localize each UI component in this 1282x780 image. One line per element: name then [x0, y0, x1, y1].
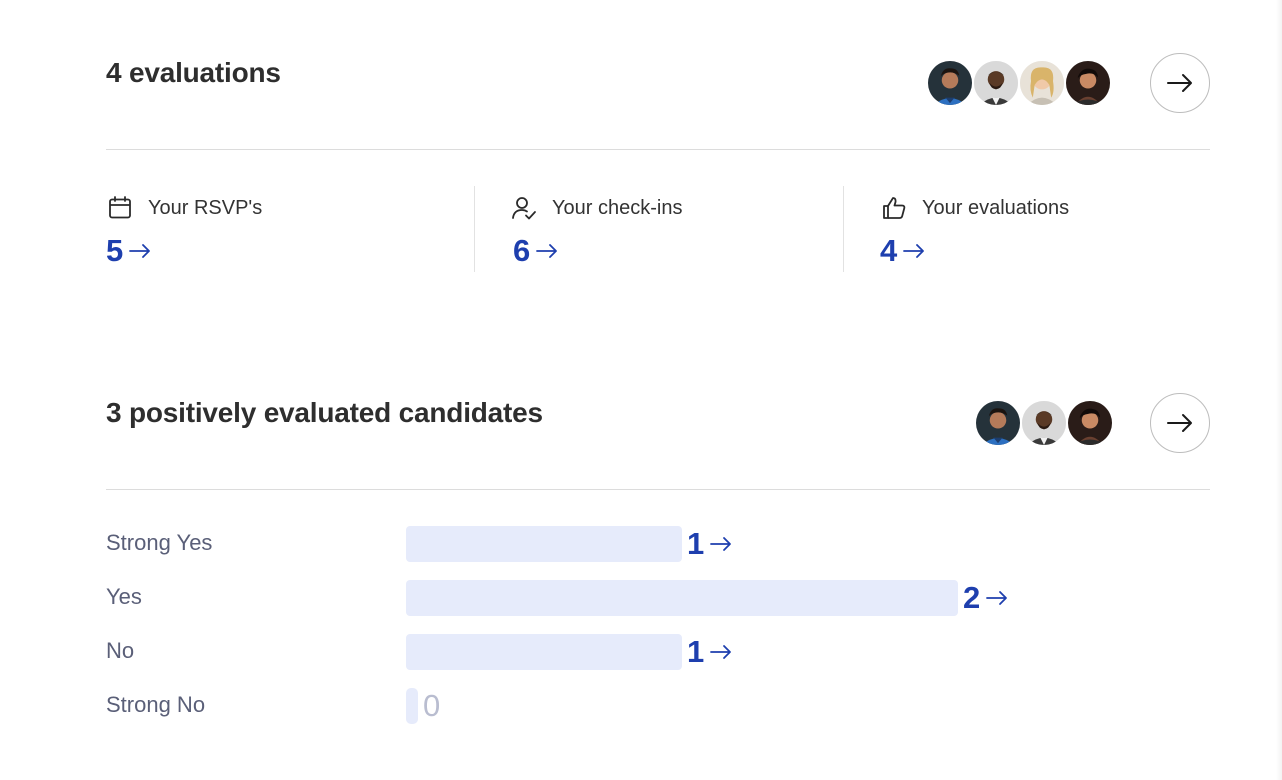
arrow-right-icon	[986, 590, 1008, 606]
stats-row: Your RSVP's 5 Your check-ins 6	[106, 186, 1210, 272]
check-ins-link[interactable]: 6	[513, 234, 558, 268]
distribution-count: 0	[423, 688, 441, 723]
distribution-count: 1	[687, 634, 705, 669]
distribution-count-link[interactable]: 1	[687, 634, 732, 670]
stat-label: Your RSVP's	[148, 196, 263, 219]
avatar	[974, 399, 1022, 447]
open-evaluations-button[interactable]	[1150, 53, 1210, 113]
distribution-row: No 1	[106, 634, 1210, 670]
distribution-bar	[406, 526, 682, 562]
distribution-count-link[interactable]: 2	[963, 580, 1008, 616]
divider	[106, 489, 1210, 490]
evaluations-header: 4 evaluations	[106, 40, 1210, 136]
candidates-header: 3 positively evaluated candidates	[106, 380, 1210, 476]
stat-value: 6	[513, 233, 531, 268]
avatar	[1018, 59, 1066, 107]
avatar	[1020, 399, 1068, 447]
distribution-bar	[406, 634, 682, 670]
distribution-label: Yes	[106, 584, 142, 609]
arrow-right-icon	[710, 644, 732, 660]
distribution-row: Strong Yes 1	[106, 526, 1210, 562]
distribution-label: Strong No	[106, 692, 206, 717]
user-check-icon	[510, 194, 538, 222]
stat-evaluations: Your evaluations 4	[843, 186, 1210, 272]
distribution-count-link[interactable]: 1	[687, 526, 732, 562]
stat-label: Your evaluations	[922, 196, 1070, 219]
candidate-avatars[interactable]	[974, 399, 1114, 447]
distribution-bar	[406, 580, 958, 616]
evaluation-distribution: Strong Yes 1 Yes 2 No 1 Strong No	[106, 526, 1210, 742]
distribution-row: Yes 2	[106, 580, 1210, 616]
evaluations-title: 4 evaluations	[106, 57, 281, 88]
arrow-right-icon	[536, 243, 558, 259]
rsvps-link[interactable]: 5	[106, 234, 151, 268]
arrow-right-icon	[710, 536, 732, 552]
stat-rsvps: Your RSVP's 5	[106, 186, 474, 272]
stat-check-ins: Your check-ins 6	[474, 186, 843, 272]
distribution-label: No	[106, 638, 135, 663]
arrow-right-icon	[903, 243, 925, 259]
calendar-icon	[106, 194, 134, 222]
evaluator-avatars[interactable]	[926, 59, 1112, 107]
candidates-title: 3 positively evaluated candidates	[106, 397, 543, 428]
open-candidates-button[interactable]	[1150, 393, 1210, 453]
distribution-bar	[406, 688, 418, 724]
evaluations-link[interactable]: 4	[880, 234, 925, 268]
distribution-row: Strong No 0	[106, 688, 1210, 724]
arrow-right-icon	[1167, 74, 1192, 92]
distribution-count-link: 0	[423, 688, 440, 724]
avatar	[1066, 399, 1114, 447]
arrow-right-icon	[1167, 414, 1192, 432]
avatar	[1064, 59, 1112, 107]
thumbs-up-icon	[880, 194, 908, 222]
avatar	[972, 59, 1020, 107]
avatar	[926, 59, 974, 107]
distribution-count: 1	[687, 526, 705, 561]
stat-value: 5	[106, 233, 124, 268]
divider	[106, 149, 1210, 150]
scrollbar-track	[1276, 0, 1282, 780]
stat-label: Your check-ins	[552, 196, 683, 219]
arrow-right-icon	[129, 243, 151, 259]
stat-value: 4	[880, 233, 898, 268]
distribution-label: Strong Yes	[106, 530, 213, 555]
distribution-count: 2	[963, 580, 981, 615]
